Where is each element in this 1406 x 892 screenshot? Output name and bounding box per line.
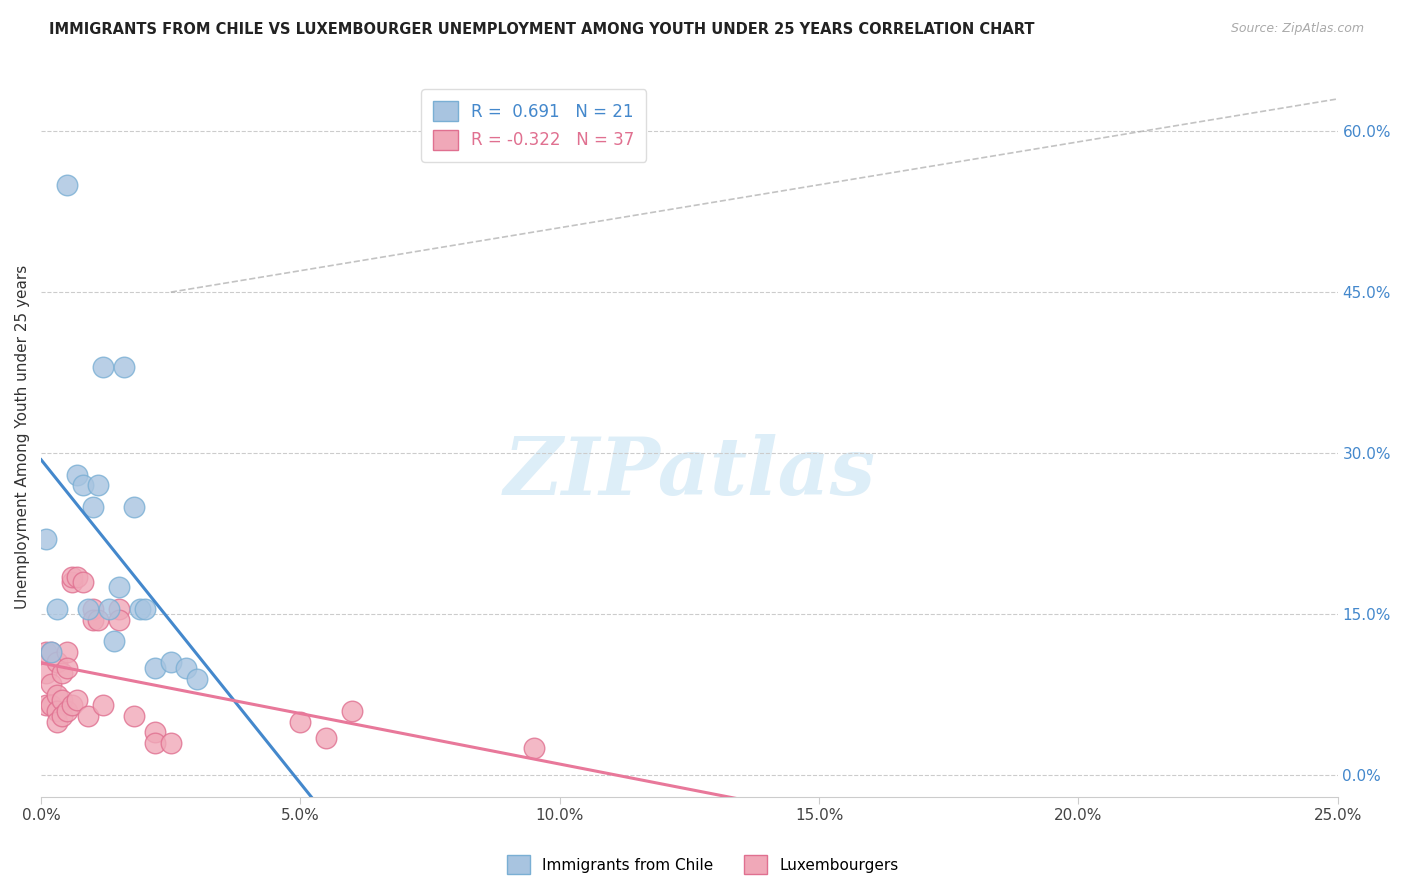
Point bbox=[87, 613, 110, 627]
Point bbox=[186, 672, 208, 686]
Point bbox=[97, 602, 120, 616]
Point bbox=[56, 661, 79, 675]
Legend: R =  0.691   N = 21, R = -0.322   N = 37: R = 0.691 N = 21, R = -0.322 N = 37 bbox=[422, 89, 647, 161]
Point bbox=[41, 645, 63, 659]
Point bbox=[108, 580, 131, 594]
Point bbox=[76, 602, 98, 616]
Point bbox=[56, 178, 79, 192]
Text: Source: ZipAtlas.com: Source: ZipAtlas.com bbox=[1230, 22, 1364, 36]
Point bbox=[56, 704, 79, 718]
Point bbox=[41, 677, 63, 691]
Point bbox=[60, 698, 83, 713]
Point bbox=[143, 736, 166, 750]
Point bbox=[159, 656, 181, 670]
Point bbox=[134, 602, 156, 616]
Point bbox=[93, 698, 115, 713]
Point bbox=[315, 731, 337, 745]
Point bbox=[342, 704, 364, 718]
Point bbox=[45, 704, 67, 718]
Point bbox=[108, 602, 131, 616]
Point bbox=[66, 569, 89, 583]
Point bbox=[143, 725, 166, 739]
Point bbox=[41, 645, 63, 659]
Point bbox=[51, 666, 73, 681]
Point bbox=[60, 574, 83, 589]
Point bbox=[124, 500, 146, 514]
Point bbox=[143, 661, 166, 675]
Point bbox=[35, 666, 58, 681]
Point bbox=[87, 478, 110, 492]
Point bbox=[56, 645, 79, 659]
Point bbox=[82, 500, 104, 514]
Point bbox=[523, 741, 546, 756]
Point bbox=[51, 693, 73, 707]
Point bbox=[60, 569, 83, 583]
Text: IMMIGRANTS FROM CHILE VS LUXEMBOURGER UNEMPLOYMENT AMONG YOUTH UNDER 25 YEARS CO: IMMIGRANTS FROM CHILE VS LUXEMBOURGER UN… bbox=[49, 22, 1035, 37]
Y-axis label: Unemployment Among Youth under 25 years: Unemployment Among Youth under 25 years bbox=[15, 265, 30, 609]
Point bbox=[128, 602, 150, 616]
Point bbox=[45, 602, 67, 616]
Point bbox=[93, 360, 115, 375]
Point bbox=[124, 709, 146, 723]
Point bbox=[176, 661, 198, 675]
Point bbox=[82, 613, 104, 627]
Point bbox=[66, 467, 89, 482]
Point bbox=[45, 714, 67, 729]
Point bbox=[103, 634, 125, 648]
Point bbox=[41, 698, 63, 713]
Point bbox=[76, 709, 98, 723]
Legend: Immigrants from Chile, Luxembourgers: Immigrants from Chile, Luxembourgers bbox=[501, 849, 905, 880]
Point bbox=[72, 478, 94, 492]
Point bbox=[159, 736, 181, 750]
Text: ZIPatlas: ZIPatlas bbox=[503, 434, 876, 512]
Point bbox=[45, 688, 67, 702]
Point bbox=[82, 602, 104, 616]
Point bbox=[35, 645, 58, 659]
Point bbox=[35, 698, 58, 713]
Point bbox=[66, 693, 89, 707]
Point bbox=[45, 656, 67, 670]
Point bbox=[51, 709, 73, 723]
Point bbox=[112, 360, 135, 375]
Point bbox=[108, 613, 131, 627]
Point bbox=[35, 532, 58, 546]
Point bbox=[290, 714, 312, 729]
Point bbox=[72, 574, 94, 589]
